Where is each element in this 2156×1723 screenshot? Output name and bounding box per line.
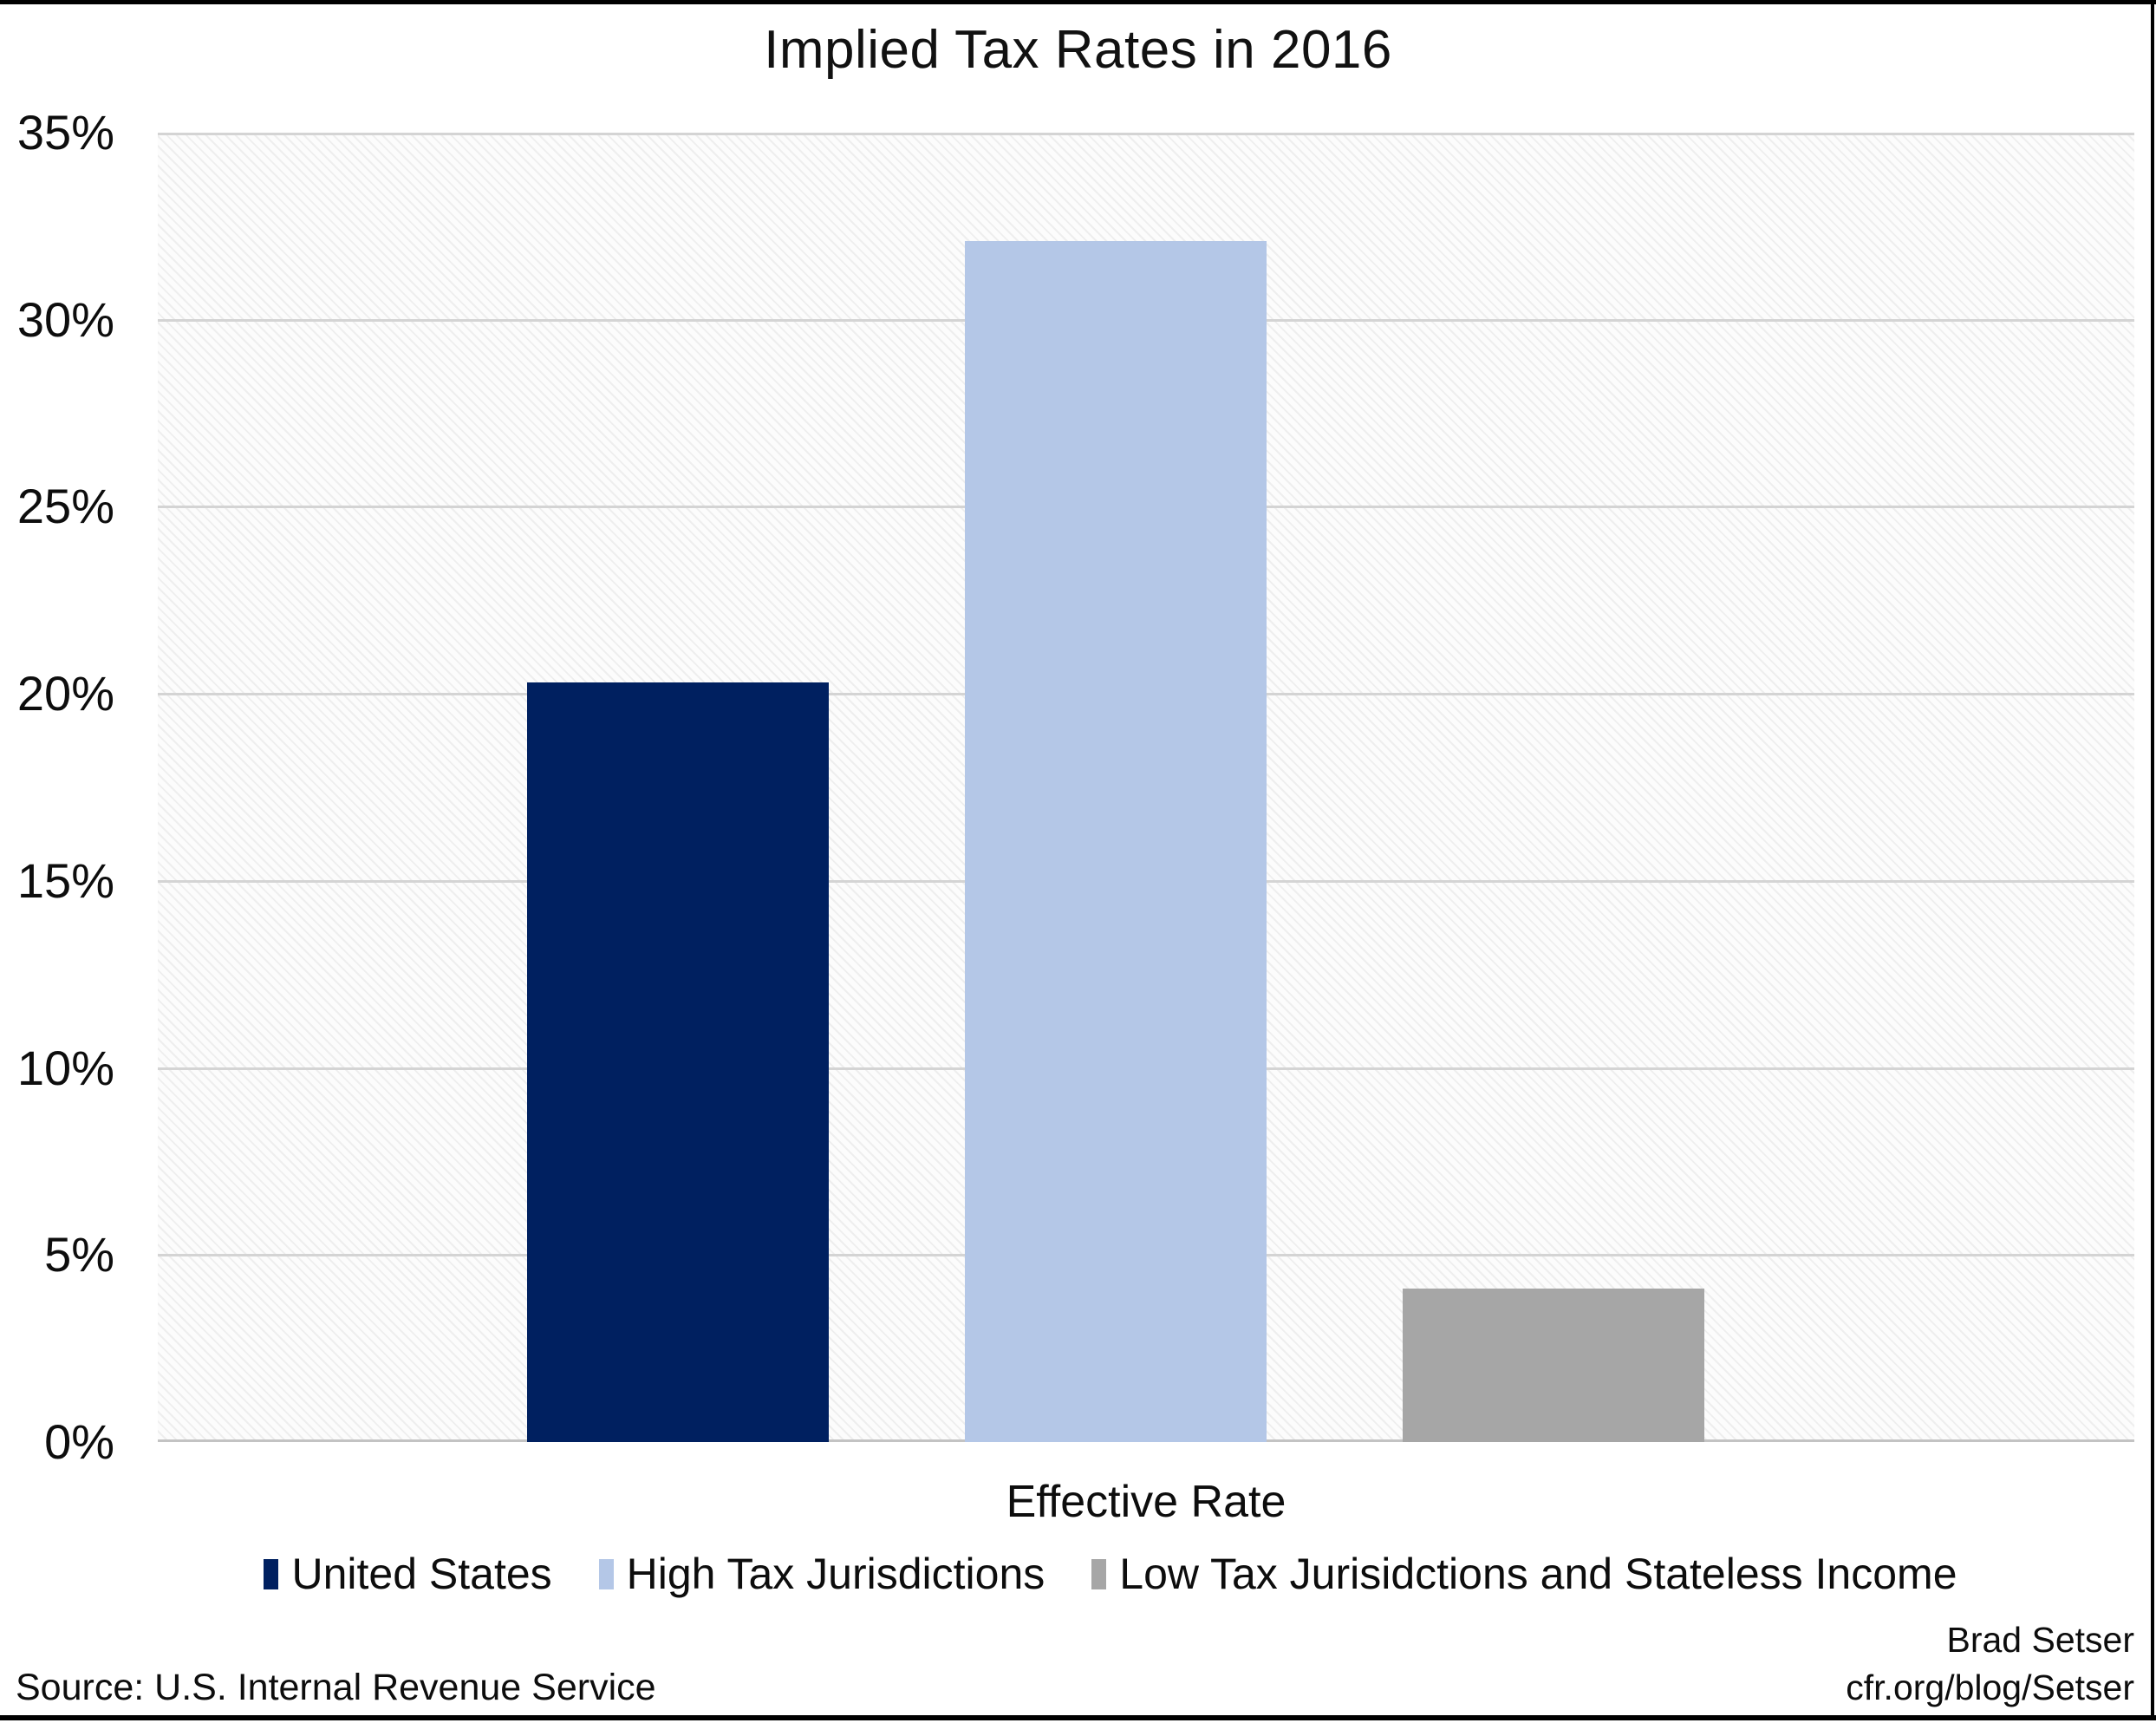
legend-item-united-states: United States: [264, 1549, 552, 1599]
top-border-line: [0, 0, 2156, 4]
ytick-label-15: 15%: [16, 853, 114, 908]
author-url: cfr.org/blog/Setser: [1846, 1668, 2134, 1707]
y-axis-tick-labels: 0% 5% 10% 15% 20% 25% 30% 35%: [0, 107, 114, 1468]
legend-label-high-tax: High Tax Jurisdictions: [626, 1550, 1045, 1598]
legend-swatch-low-tax: [1091, 1558, 1107, 1589]
bottom-border-line: [0, 1715, 2156, 1720]
plot-area: [158, 133, 2134, 1442]
ytick-label-5: 5%: [44, 1227, 114, 1282]
legend-label-low-tax: Low Tax Jurisidctions and Stateless Inco…: [1119, 1550, 1957, 1598]
ytick-label-25: 25%: [16, 479, 114, 533]
source-note: Source: U.S. Internal Revenue Service: [16, 1667, 656, 1708]
legend-label-united-states: United States: [291, 1550, 552, 1598]
author-credit: Brad Setser cfr.org/blog/Setser: [1846, 1616, 2134, 1712]
x-axis-title: Effective Rate: [1006, 1477, 1286, 1527]
legend-swatch-united-states: [264, 1558, 279, 1589]
legend-item-low-tax: Low Tax Jurisidctions and Stateless Inco…: [1091, 1549, 1957, 1599]
ytick-label-30: 30%: [16, 292, 114, 347]
ytick-label-35: 35%: [16, 105, 114, 160]
chart-title: Implied Tax Rates in 2016: [764, 20, 1392, 80]
bar-low-tax-jurisdictions-stateless: [1403, 1289, 1704, 1442]
chart-legend: United States High Tax Jurisdictions Low…: [87, 1549, 2134, 1599]
right-border-line: [2151, 0, 2154, 1720]
ytick-label-10: 10%: [16, 1041, 114, 1095]
legend-item-high-tax: High Tax Jurisdictions: [598, 1549, 1045, 1599]
ytick-label-0: 0%: [44, 1414, 114, 1469]
ytick-label-20: 20%: [16, 666, 114, 721]
bar-high-tax-jurisdictions: [965, 241, 1267, 1442]
bar-united-states: [527, 682, 829, 1442]
gridline-35: [158, 133, 2134, 135]
legend-swatch-high-tax: [598, 1558, 614, 1589]
author-name: Brad Setser: [1946, 1620, 2135, 1660]
